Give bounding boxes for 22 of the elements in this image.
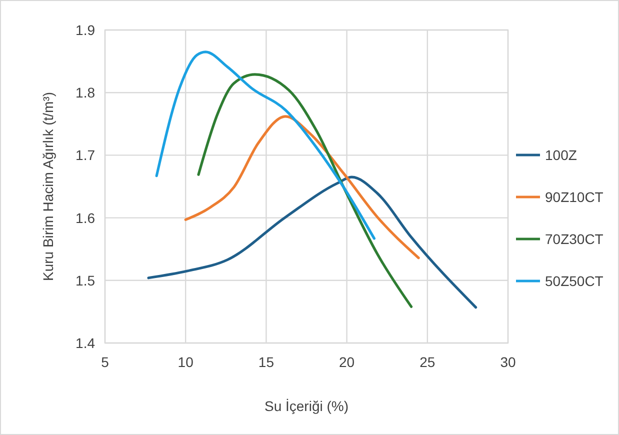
legend-label: 50Z50CT <box>545 273 604 289</box>
y-tick-label: 1.8 <box>76 84 96 101</box>
legend-label: 100Z <box>545 147 578 163</box>
y-tick-label: 1.9 <box>76 22 96 38</box>
legend-label: 90Z10CT <box>545 189 604 205</box>
y-tick-label: 1.6 <box>76 210 96 226</box>
line-series <box>184 115 420 260</box>
x-tick-label: 5 <box>101 354 110 370</box>
legend-label: 70Z30CT <box>545 231 604 247</box>
x-tick-label: 15 <box>258 354 274 370</box>
x-tick-label: 20 <box>339 354 355 370</box>
x-tick-label: 30 <box>500 354 516 370</box>
y-tick-label: 1.5 <box>76 272 96 288</box>
y-axis-title: Kuru Birim Hacim Ağırlık (t/m³) <box>40 92 56 282</box>
y-tick-label: 1.4 <box>76 335 96 351</box>
line-series <box>155 50 376 240</box>
y-tick-label: 1.7 <box>76 147 96 164</box>
line-series <box>147 176 478 309</box>
x-tick-label: 10 <box>178 354 194 370</box>
x-tick-label: 25 <box>420 354 436 370</box>
x-axis-title: Su İçeriği (%) <box>264 398 349 414</box>
line-series <box>197 73 413 308</box>
